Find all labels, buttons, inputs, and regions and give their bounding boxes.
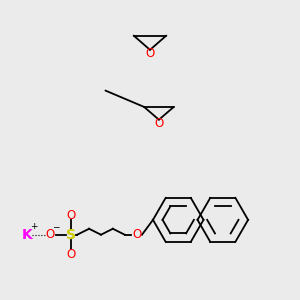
Text: O: O — [67, 248, 76, 260]
Text: O: O — [154, 117, 164, 130]
Text: O: O — [132, 228, 141, 241]
Text: K: K — [21, 228, 32, 242]
Text: O: O — [46, 228, 55, 241]
Text: −: − — [52, 222, 59, 231]
Text: S: S — [66, 228, 76, 242]
Text: O: O — [146, 47, 154, 60]
Text: O: O — [67, 209, 76, 222]
Text: +: + — [30, 222, 38, 231]
